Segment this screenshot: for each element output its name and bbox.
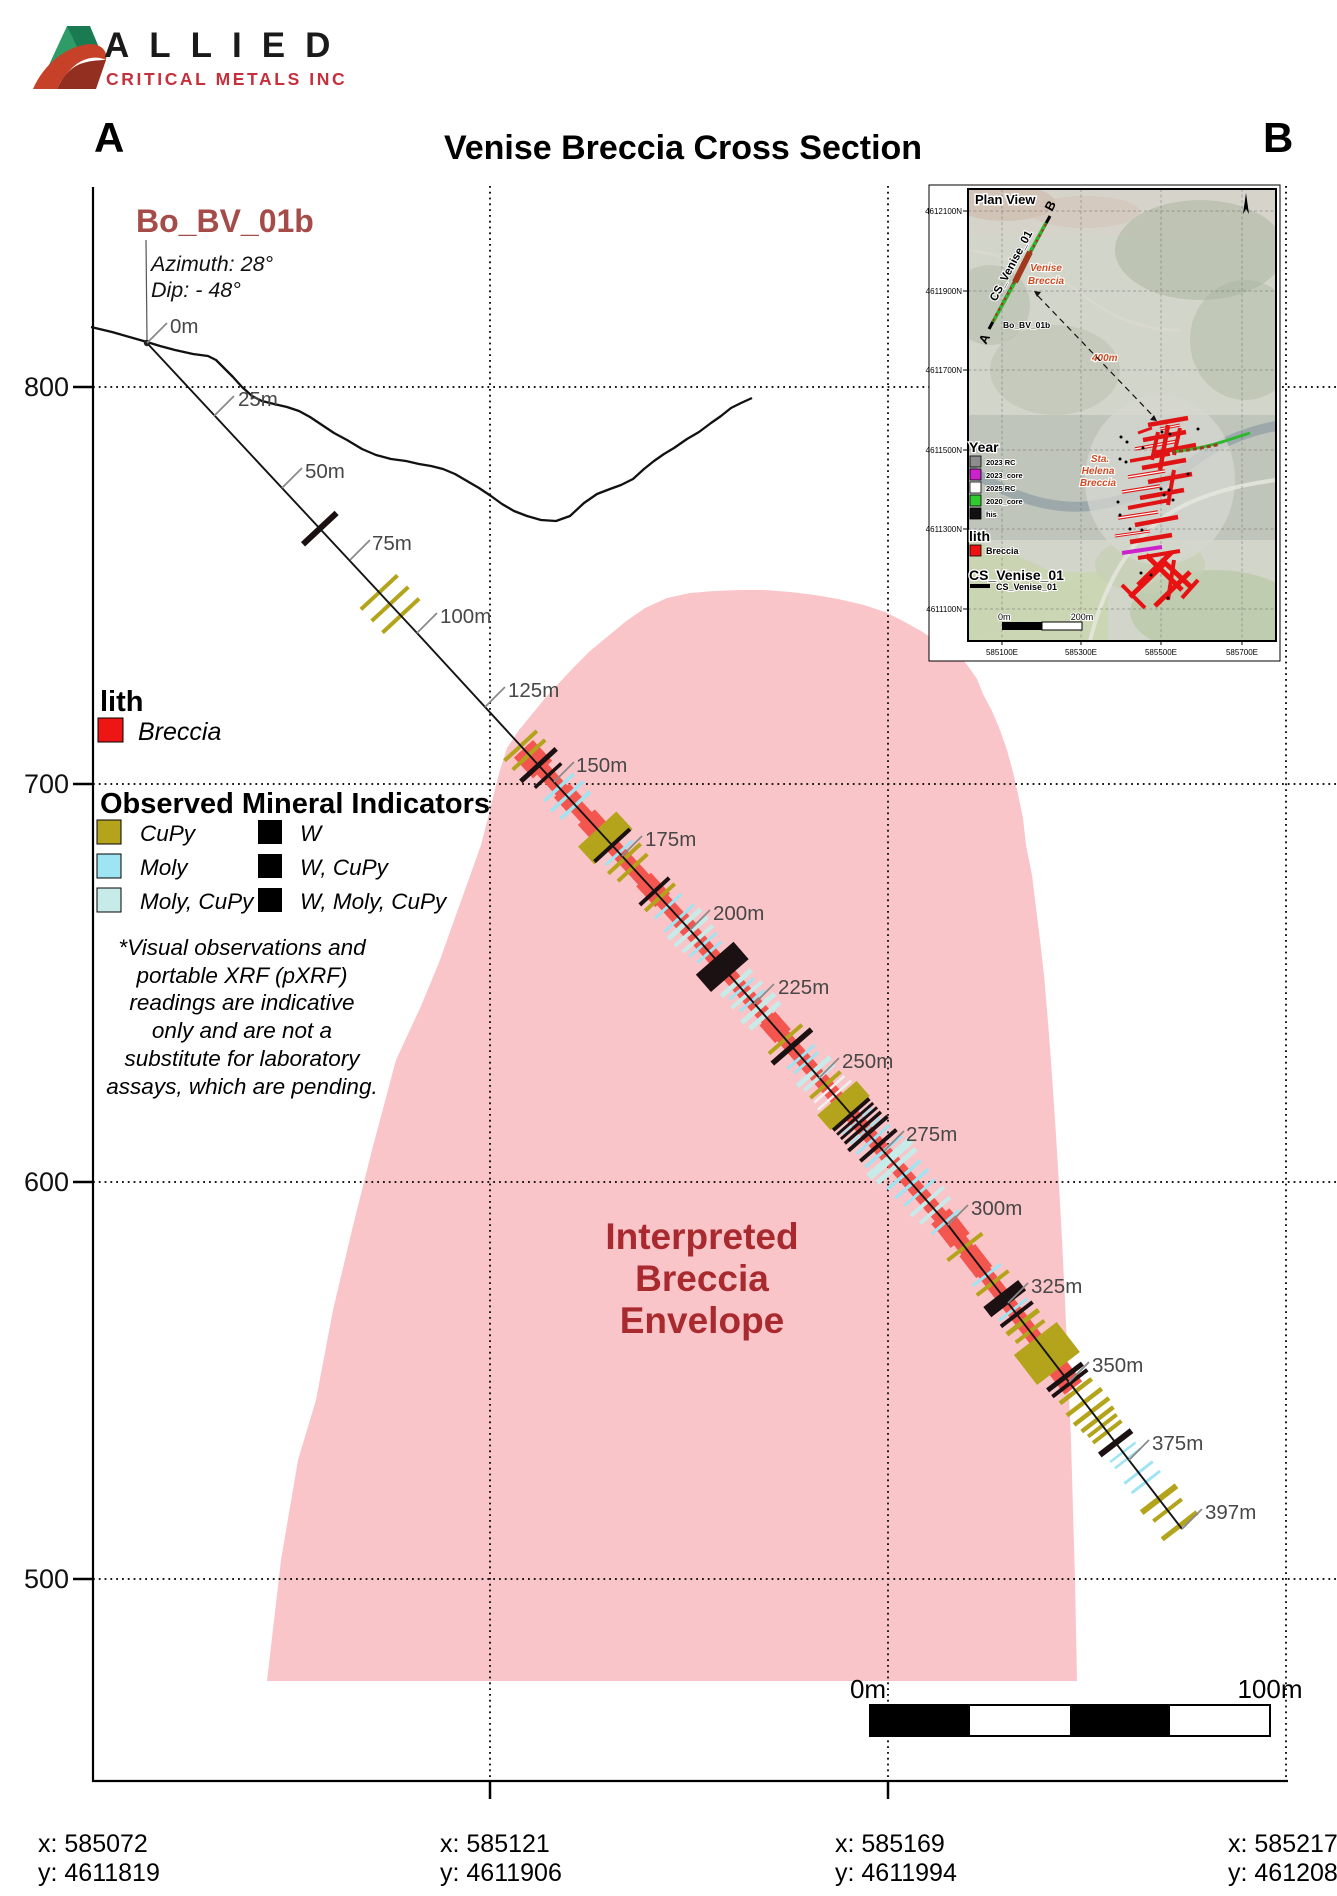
svg-text:585100E: 585100E [986,648,1018,657]
svg-text:175m: 175m [645,828,696,851]
svg-text:Sta.: Sta. [1091,454,1109,465]
svg-text:2023_core: 2023_core [986,471,1023,480]
svg-text:substitute for laboratory: substitute for laboratory [124,1046,361,1071]
svg-text:50m: 50m [305,460,345,483]
svg-text:100m: 100m [1237,1674,1302,1704]
svg-text:585300E: 585300E [1065,648,1097,657]
svg-text:75m: 75m [372,532,412,555]
svg-text:2025 RC: 2025 RC [986,484,1016,493]
svg-text:readings are indicative: readings are indicative [129,990,354,1015]
svg-text:ALLIED: ALLIED [104,26,350,65]
svg-text:225m: 225m [778,976,829,999]
svg-text:4611300N: 4611300N [926,525,963,534]
svg-text:0m: 0m [170,315,198,338]
svg-text:Venise: Venise [1030,263,1062,274]
svg-text:2023 RC: 2023 RC [986,458,1016,467]
svg-text:Observed Mineral Indicators: Observed Mineral Indicators [100,788,490,820]
svg-text:0m: 0m [998,612,1011,622]
svg-text:275m: 275m [906,1123,957,1146]
svg-text:*Visual observations and: *Visual observations and [118,935,367,960]
svg-text:x: 585169: x: 585169 [835,1830,945,1858]
svg-text:800: 800 [24,372,69,402]
svg-text:CS_Venise_01: CS_Venise_01 [969,567,1064,583]
svg-text:Moly: Moly [140,855,189,880]
svg-text:300m: 300m [971,1197,1022,1220]
svg-text:portable XRF (pXRF): portable XRF (pXRF) [136,963,348,988]
svg-text:Breccia: Breccia [635,1258,769,1299]
svg-text:CS_Venise_01: CS_Venise_01 [996,582,1057,592]
svg-text:CuPy: CuPy [140,821,197,846]
svg-text:Year: Year [969,439,999,455]
svg-text:150m: 150m [576,754,627,777]
svg-text:4612100N: 4612100N [925,207,962,216]
svg-text:4611900N: 4611900N [926,287,963,296]
svg-text:397m: 397m [1205,1501,1256,1524]
svg-text:B: B [1263,114,1293,161]
svg-text:lith: lith [100,686,144,718]
svg-text:Dip: - 48°: Dip: - 48° [151,278,241,302]
svg-text:Azimuth: 28°: Azimuth: 28° [149,252,274,276]
svg-text:CRITICAL METALS INC: CRITICAL METALS INC [106,69,347,89]
svg-text:only and are not a: only and are not a [152,1018,332,1043]
svg-text:250m: 250m [842,1050,893,1073]
svg-text:500: 500 [24,1564,69,1594]
svg-text:585500E: 585500E [1145,648,1177,657]
svg-text:y: 4611906: y: 4611906 [440,1859,562,1887]
svg-text:Plan View: Plan View [975,192,1036,207]
svg-text:x: 585072: x: 585072 [38,1830,148,1858]
svg-text:200m: 200m [1071,612,1094,622]
svg-text:2020_core: 2020_core [986,497,1023,506]
svg-text:4611700N: 4611700N [926,366,963,375]
svg-text:25m: 25m [238,388,278,411]
svg-text:assays, which are pending.: assays, which are pending. [106,1074,377,1099]
svg-text:x: 585217: x: 585217 [1228,1830,1337,1858]
svg-text:y: 4611994: y: 4611994 [835,1859,957,1887]
svg-text:Bo_BV_01b: Bo_BV_01b [136,203,314,239]
svg-text:W, CuPy: W, CuPy [300,855,390,880]
svg-text:W: W [300,821,323,846]
svg-text:200m: 200m [713,902,764,925]
svg-text:700: 700 [24,769,69,799]
svg-text:y: 4612081: y: 4612081 [1228,1859,1337,1887]
svg-text:600: 600 [24,1167,69,1197]
svg-text:350m: 350m [1092,1354,1143,1377]
svg-text:125m: 125m [508,679,559,702]
svg-text:585700E: 585700E [1226,648,1258,657]
svg-text:Breccia: Breccia [986,546,1020,556]
svg-text:lith: lith [969,528,990,544]
svg-text:Interpreted: Interpreted [605,1216,798,1257]
svg-text:Breccia: Breccia [138,718,221,746]
svg-text:4611100N: 4611100N [926,605,962,614]
svg-text:Bo_BV_01b: Bo_BV_01b [1003,320,1050,330]
svg-text:100m: 100m [440,605,491,628]
svg-text:y: 4611819: y: 4611819 [38,1859,160,1887]
svg-text:his: his [986,510,997,519]
svg-text:4611500N: 4611500N [926,446,963,455]
svg-text:x: 585121: x: 585121 [440,1830,550,1858]
svg-text:375m: 375m [1152,1432,1203,1455]
svg-text:Envelope: Envelope [620,1300,785,1341]
svg-text:0m: 0m [850,1674,886,1704]
svg-text:Breccia: Breccia [1028,276,1065,287]
svg-text:A: A [94,114,124,161]
svg-text:Helena: Helena [1082,466,1115,477]
svg-text:Venise Breccia Cross Section: Venise Breccia Cross Section [444,129,922,167]
svg-text:Breccia: Breccia [1080,478,1117,489]
svg-text:325m: 325m [1031,1275,1082,1298]
svg-text:Moly, CuPy: Moly, CuPy [140,889,255,914]
svg-text:400m: 400m [1091,353,1118,364]
svg-text:W, Moly, CuPy: W, Moly, CuPy [300,889,448,914]
